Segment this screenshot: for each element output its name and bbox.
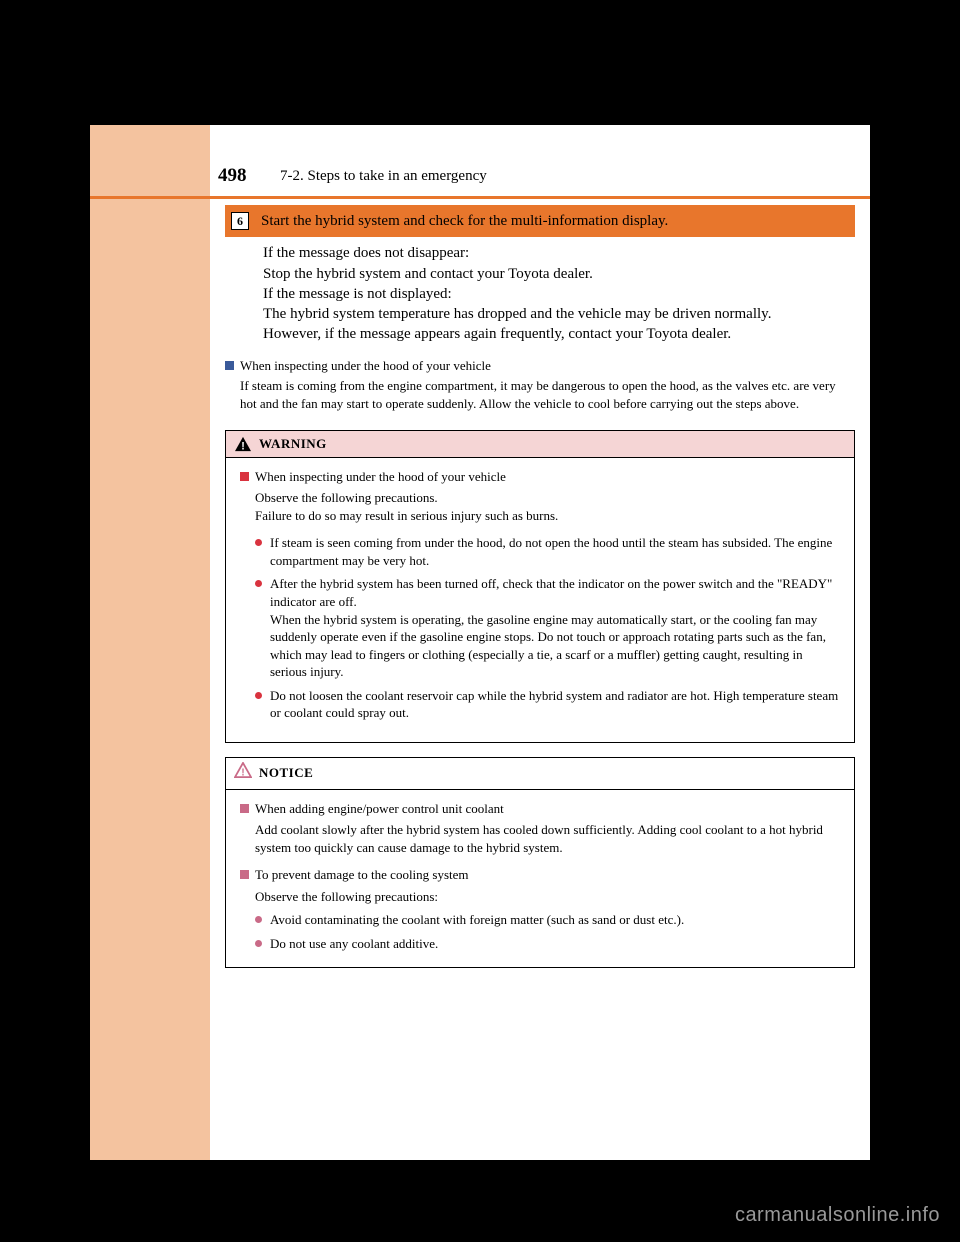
pink-dot-icon <box>255 940 262 947</box>
step-box: 6 Start the hybrid system and check for … <box>225 205 855 237</box>
red-dot-icon <box>255 539 262 546</box>
notice-section-title-row: To prevent damage to the cooling system <box>240 866 840 884</box>
page-number: 498 <box>218 165 247 187</box>
header-divider <box>90 196 870 199</box>
notice-section2-title: To prevent damage to the cooling system <box>255 866 469 884</box>
subtext: If the message does not disappear: Stop … <box>263 243 855 344</box>
notice-section1-body: Add coolant slowly after the hybrid syst… <box>255 821 840 856</box>
bullet-text: Avoid contaminating the coolant with for… <box>270 911 840 929</box>
bullet-item: Do not loosen the coolant reservoir cap … <box>255 687 840 722</box>
note-body: If steam is coming from the engine compa… <box>240 377 855 412</box>
watermark: carmanualsonline.info <box>735 1204 940 1227</box>
pink-dot-icon <box>255 916 262 923</box>
notice-title: NOTICE <box>259 764 313 782</box>
subtext-e: However, if the message appears again fr… <box>263 326 731 342</box>
bullet-text: Do not loosen the coolant reservoir cap … <box>270 687 840 722</box>
manual-page: 498 7-2. Steps to take in an emergency 6… <box>90 125 870 1160</box>
warning-triangle-icon: ! <box>234 436 252 452</box>
subtext-a: If the message does not disappear: <box>263 245 469 261</box>
subtext-c: If the message is not displayed: <box>263 286 452 302</box>
warning-box: ! WARNING When inspecting under the hood… <box>225 430 855 743</box>
red-square-icon <box>240 472 249 481</box>
notice-header: ! NOTICE <box>226 758 854 790</box>
notice-bullets: Avoid contaminating the coolant with for… <box>255 911 840 952</box>
content-area: 6 Start the hybrid system and check for … <box>225 205 855 968</box>
step-number-icon: 6 <box>231 212 249 230</box>
warning-section-title: When inspecting under the hood of your v… <box>255 468 506 486</box>
warning-bullets: If steam is seen coming from under the h… <box>255 534 840 721</box>
bullet-text: If steam is seen coming from under the h… <box>270 534 840 569</box>
warning-header: ! WARNING <box>226 431 854 458</box>
blue-square-icon <box>225 361 234 370</box>
subtext-d: The hybrid system temperature has droppe… <box>263 306 771 322</box>
notice-body: When adding engine/power control unit co… <box>226 790 854 967</box>
subtext-b: Stop the hybrid system and contact your … <box>263 266 593 282</box>
bullet-item: If steam is seen coming from under the h… <box>255 534 840 569</box>
warning-section-title-row: When inspecting under the hood of your v… <box>240 468 840 486</box>
note-title: When inspecting under the hood of your v… <box>240 357 491 375</box>
sidebar-color-bar <box>90 125 210 1160</box>
notice-section2-intro: Observe the following precautions: <box>255 888 840 906</box>
pink-square-icon <box>240 870 249 879</box>
note-block: When inspecting under the hood of your v… <box>225 357 855 413</box>
red-dot-icon <box>255 580 262 587</box>
bullet-item: After the hybrid system has been turned … <box>255 575 840 680</box>
warning-body: When inspecting under the hood of your v… <box>226 458 854 742</box>
notice-box: ! NOTICE When adding engine/power contro… <box>225 757 855 968</box>
bullet-item: Do not use any coolant additive. <box>255 935 840 953</box>
notice-section-title-row: When adding engine/power control unit co… <box>240 800 840 818</box>
warning-intro: Observe the following precautions. Failu… <box>255 489 840 524</box>
notice-section-2: To prevent damage to the cooling system … <box>240 866 840 952</box>
step-text: Start the hybrid system and check for th… <box>261 211 668 231</box>
bullet-text: Do not use any coolant additive. <box>270 935 840 953</box>
note-title-row: When inspecting under the hood of your v… <box>225 357 855 375</box>
bullet-text: After the hybrid system has been turned … <box>270 575 840 680</box>
notice-triangle-icon: ! <box>234 762 252 785</box>
section-title: 7-2. Steps to take in an emergency <box>280 168 487 185</box>
svg-text:!: ! <box>241 440 245 452</box>
pink-square-icon <box>240 804 249 813</box>
notice-section-1: When adding engine/power control unit co… <box>240 800 840 857</box>
notice-section1-title: When adding engine/power control unit co… <box>255 800 504 818</box>
warning-title: WARNING <box>259 435 327 453</box>
bullet-item: Avoid contaminating the coolant with for… <box>255 911 840 929</box>
svg-text:!: ! <box>241 767 244 778</box>
red-dot-icon <box>255 692 262 699</box>
